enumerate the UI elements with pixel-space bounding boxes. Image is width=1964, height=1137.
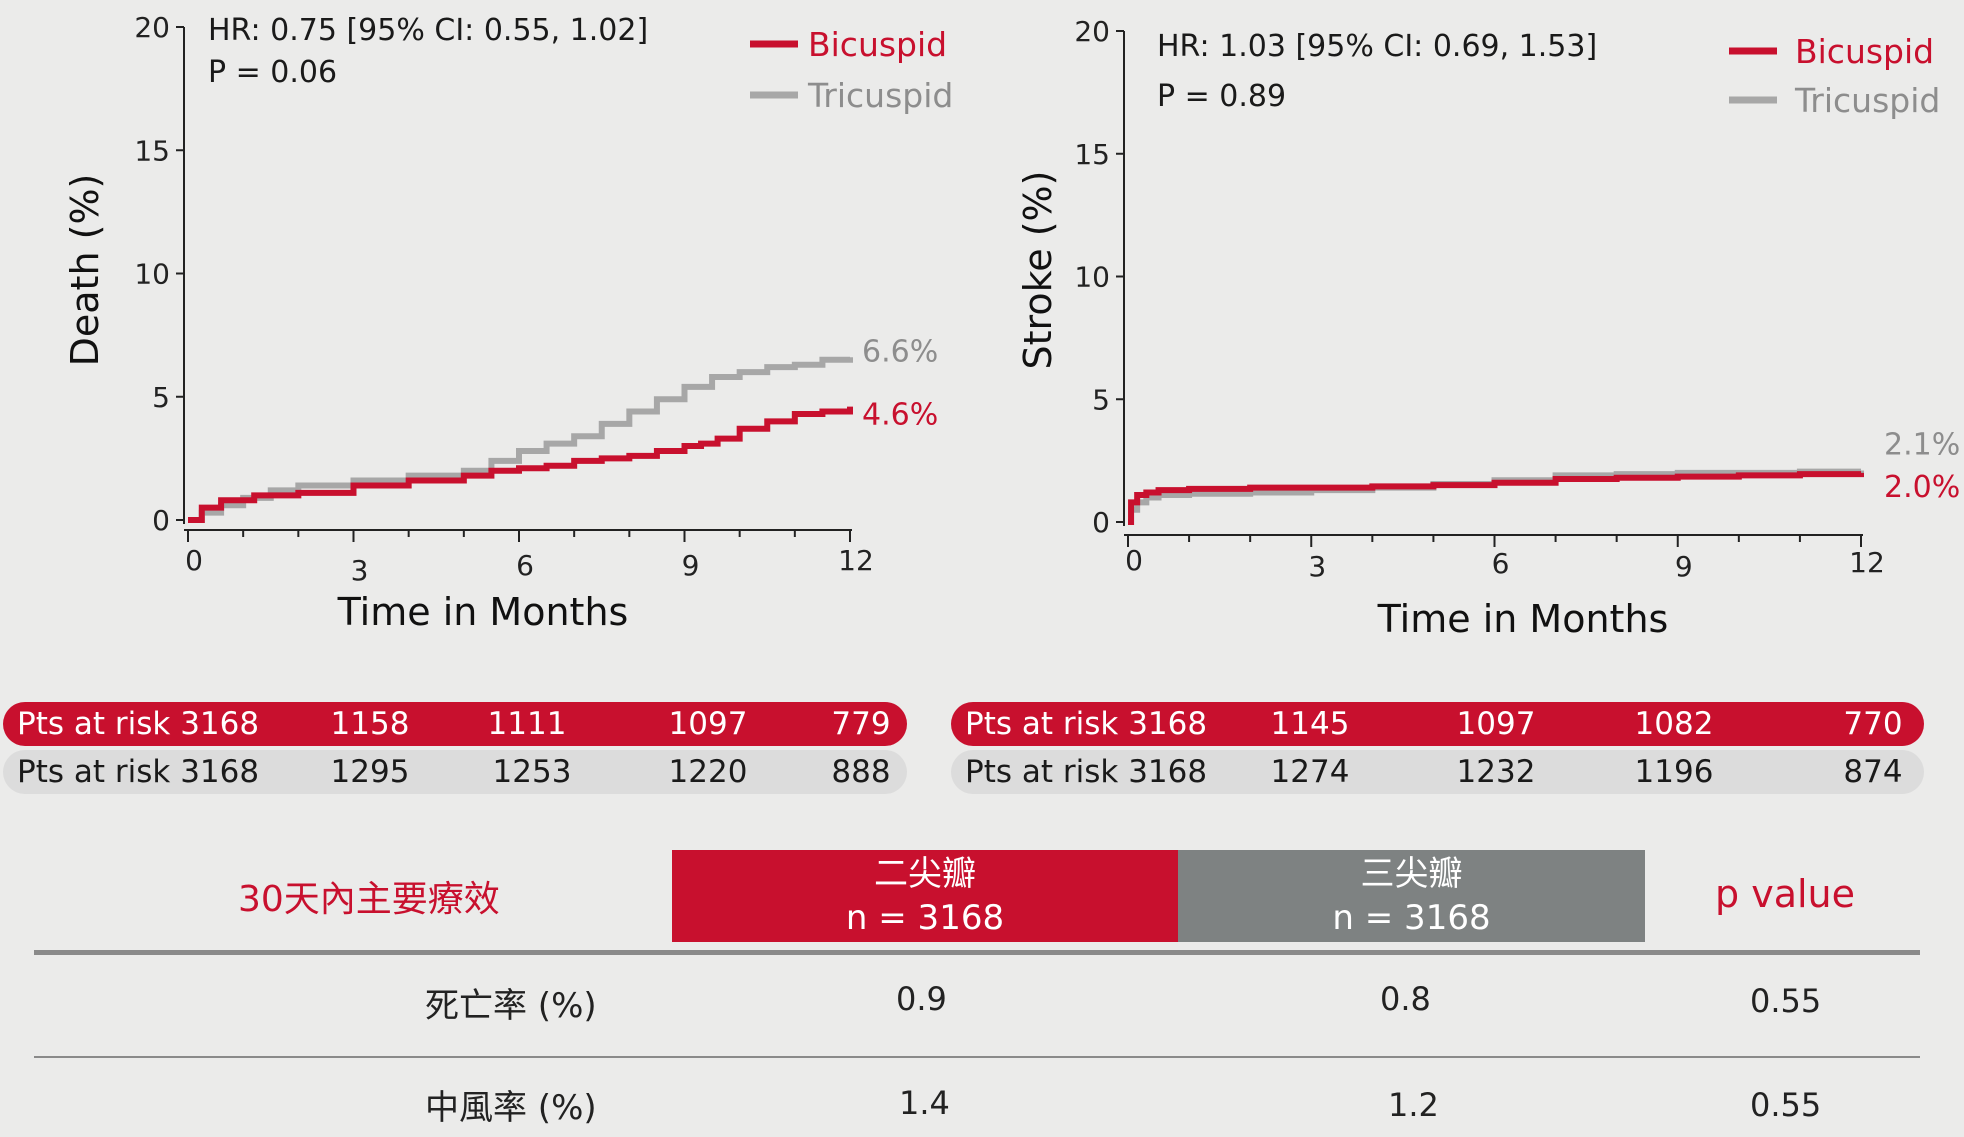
table-cell: 0.8 [1380,980,1431,1018]
risk-value: 1097 [1456,706,1536,742]
legend-label: Tricuspid [807,76,953,115]
x-tick-label: 6 [1492,547,1510,580]
legend-label: Bicuspid [808,25,947,64]
column-header-n: n = 3168 [845,898,1005,938]
y-axis-title: Stroke (%) [1016,171,1060,370]
risk-value: 1274 [1270,754,1350,790]
table-cell: 1.4 [899,1084,950,1122]
risk-value: 1232 [1456,754,1536,790]
x-tick-label: 9 [1675,550,1693,583]
risk-value: 1158 [330,706,410,742]
x-tick-label: 12 [838,544,874,577]
table-cell: 0.55 [1750,982,1822,1020]
y-tick-label: 20 [134,11,170,44]
x-tick-label: 0 [1125,544,1143,577]
legend-label: Tricuspid [1794,81,1940,120]
table-rule [34,1056,1920,1058]
y-tick-label: 5 [1092,383,1110,416]
risk-value: 874 [1843,754,1903,790]
risk-value: 1220 [668,754,748,790]
series-line-bicuspid [188,406,853,523]
y-tick-label: 10 [1074,261,1110,294]
y-tick-label: 0 [1092,506,1110,539]
table-cell: 0.9 [896,980,947,1018]
end-value-label: 2.1% [1884,427,1960,462]
x-tick-label: 9 [682,549,700,582]
table-cell: 1.2 [1388,1086,1439,1124]
x-tick-label: 0 [185,544,203,577]
risk-value: 1253 [492,754,572,790]
end-value-label: 2.0% [1884,470,1960,505]
risk-value: 779 [831,706,891,742]
end-value-label: 6.6% [862,334,938,369]
hr-annotation: P = 0.06 [208,55,337,90]
x-axis-title: Time in Months [337,590,629,634]
column-header-n: n = 3168 [1332,898,1491,938]
y-tick-label: 0 [152,504,170,537]
table-title: 30天內主要療效 [238,879,500,920]
risk-value: 1145 [1270,706,1350,742]
y-tick-label: 10 [134,258,170,291]
hr-annotation: HR: 1.03 [95% CI: 0.69, 1.53] [1157,29,1597,64]
row-label-stroke: 中風率 (%) [425,1088,597,1128]
x-tick-label: 3 [1308,550,1326,583]
risk-row-tricuspid-left: Pts at risk 3168 1295 1253 1220 888 [3,750,907,794]
risk-value: 888 [831,754,891,790]
risk-value: 770 [1843,706,1903,742]
y-tick-label: 20 [1074,15,1110,48]
risk-label: Pts at risk 3168 [965,706,1208,742]
row-label-death: 死亡率 (%) [425,986,597,1026]
series-line-bicuspid [1128,471,1864,525]
x-tick-label: 12 [1849,546,1885,579]
legend-label: Bicuspid [1795,32,1934,71]
column-header-pvalue: p value [1715,872,1855,916]
y-tick-label: 15 [1074,138,1110,171]
column-header-bicuspid: 二尖瓣 n = 3168 [672,850,1178,942]
risk-value: 1097 [668,706,748,742]
end-value-label: 4.6% [862,398,938,433]
risk-value: 1295 [330,754,410,790]
column-header-tricuspid: 三尖瓣 n = 3168 [1178,850,1645,942]
x-tick-label: 3 [351,554,369,587]
y-tick-label: 15 [134,134,170,167]
risk-row-bicuspid-left: Pts at risk 3168 1158 1111 1097 779 [3,702,907,746]
hr-annotation: P = 0.89 [1157,79,1286,114]
column-header-label: 二尖瓣 [874,854,976,894]
risk-label: Pts at risk 3168 [17,706,260,742]
x-axis-title: Time in Months [1377,597,1669,641]
risk-value: 1196 [1634,754,1714,790]
risk-row-tricuspid-right: Pts at risk 3168 1274 1232 1196 874 [951,750,1924,794]
risk-label: Pts at risk 3168 [965,754,1208,790]
hr-annotation: HR: 0.75 [95% CI: 0.55, 1.02] [208,13,648,48]
risk-label: Pts at risk 3168 [17,754,260,790]
risk-value: 1111 [487,706,567,742]
column-header-label: 三尖瓣 [1360,854,1463,894]
risk-value: 1082 [1634,706,1714,742]
risk-row-bicuspid-right: Pts at risk 3168 1145 1097 1082 770 [951,702,1924,746]
table-rule [34,950,1920,955]
y-tick-label: 5 [152,381,170,414]
table-cell: 0.55 [1750,1086,1822,1124]
y-axis-title: Death (%) [63,174,107,367]
x-tick-label: 6 [516,549,534,582]
